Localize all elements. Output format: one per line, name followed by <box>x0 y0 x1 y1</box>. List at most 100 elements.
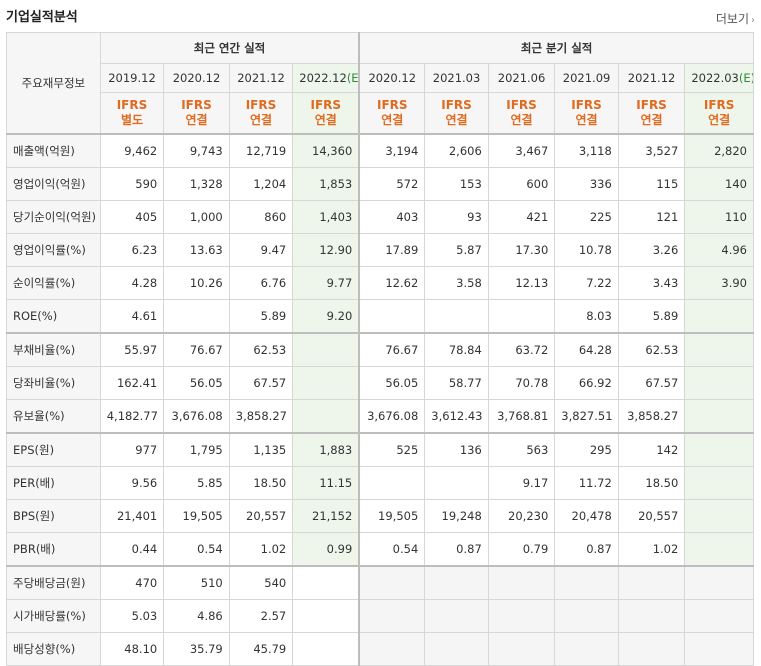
period-header: 2021.12 <box>617 63 686 93</box>
estimate-tag: (E) <box>738 71 754 85</box>
table-cell <box>684 532 754 567</box>
consolidation-type: 연결 <box>575 113 598 127</box>
table-cell: 20,557 <box>228 499 294 533</box>
table-cell: 3,676.08 <box>358 399 426 434</box>
section-header: 기업실적분석 더보기 › <box>0 0 761 32</box>
accounting-method-header: IFRS 연결 <box>554 92 619 135</box>
table-cell: 3.90 <box>684 266 754 300</box>
table-cell: 3,768.81 <box>487 399 556 434</box>
table-cell: 121 <box>617 200 686 234</box>
table-cell: 0.87 <box>554 532 619 567</box>
period-label: 2021.03 <box>432 71 481 85</box>
accounting-method-header: IFRS 별도 <box>99 92 165 135</box>
table-cell <box>424 299 489 334</box>
table-cell: 9,462 <box>99 133 165 168</box>
table-cell <box>292 599 360 633</box>
consolidation-type: 연결 <box>185 113 208 127</box>
row-label: 순이익률(%) <box>6 266 101 300</box>
table-cell: 76.67 <box>163 332 230 367</box>
table-cell: 20,230 <box>487 499 556 533</box>
period-header: 2020.12 <box>163 63 230 93</box>
table-cell: 4.86 <box>163 599 230 633</box>
table-cell: 2,820 <box>684 133 754 168</box>
table-cell <box>163 299 230 334</box>
table-row: 당좌비율(%) 162.41 56.05 67.57 56.05 58.77 70.78 66… <box>6 366 754 400</box>
estimate-tag: (E) <box>346 71 359 85</box>
table-cell: 140 <box>684 167 754 201</box>
accounting-standard: IFRS <box>377 98 408 112</box>
table-cell <box>554 565 619 600</box>
table-cell: 6.76 <box>228 266 294 300</box>
table-cell: 1,795 <box>163 432 230 467</box>
accounting-method-header: IFRS 연결 <box>487 92 556 135</box>
table-cell: 20,478 <box>554 499 619 533</box>
accounting-standard: IFRS <box>310 98 342 112</box>
table-cell: 3,858.27 <box>617 399 686 434</box>
row-label: ROE(%) <box>6 299 101 334</box>
table-cell <box>424 632 489 666</box>
table-cell <box>487 599 556 633</box>
table-cell: 403 <box>358 200 426 234</box>
table-cell: 0.54 <box>163 532 230 567</box>
table-cell: 5.87 <box>424 233 489 267</box>
table-cell: 0.54 <box>358 532 426 567</box>
table-cell: 62.53 <box>617 332 686 367</box>
accounting-standard: IFRS <box>116 98 148 112</box>
table-cell: 0.79 <box>487 532 556 567</box>
table-cell <box>684 299 754 334</box>
period-label: 2020.12 <box>368 71 417 85</box>
more-link[interactable]: 더보기 › <box>716 10 755 27</box>
table-cell <box>617 632 686 666</box>
table-cell: 115 <box>617 167 686 201</box>
table-cell: 1,204 <box>228 167 294 201</box>
table-row: 배당성향(%) 48.10 35.79 45.79 <box>6 632 754 666</box>
table-cell: 3,194 <box>358 133 426 168</box>
accounting-standard: IFRS <box>441 98 472 112</box>
table-cell: 421 <box>487 200 556 234</box>
table-cell: 5.85 <box>163 466 230 500</box>
table-cell: 3,676.08 <box>163 399 230 434</box>
period-header: 2022.12(E) <box>292 63 360 93</box>
table-row: 부채비율(%) 55.97 76.67 62.53 76.67 78.84 63.72 64.… <box>6 332 754 367</box>
table-cell: 10.26 <box>163 266 230 300</box>
table-row: 시가배당률(%) 5.03 4.86 2.57 <box>6 599 754 633</box>
table-cell: 56.05 <box>358 366 426 400</box>
table-cell: 17.89 <box>358 233 426 267</box>
row-label: 부채비율(%) <box>6 332 101 367</box>
table-cell: 8.03 <box>554 299 619 334</box>
accounting-method-header: IFRS 연결 <box>684 92 754 135</box>
consolidation-type: 연결 <box>381 113 404 127</box>
table-cell: 590 <box>99 167 165 201</box>
accounting-method-header: IFRS 연결 <box>228 92 294 135</box>
table-cell: 136 <box>424 432 489 467</box>
table-cell: 48.10 <box>99 632 165 666</box>
row-label: 유보율(%) <box>6 399 101 434</box>
consolidation-type: 연결 <box>708 113 731 127</box>
table-cell <box>292 366 360 400</box>
table-cell: 3.26 <box>617 233 686 267</box>
period-label: 2022.12 <box>299 71 347 85</box>
table-cell: 13.63 <box>163 233 230 267</box>
table-cell: 3,118 <box>554 133 619 168</box>
table-cell <box>684 466 754 500</box>
table-cell: 1,883 <box>292 432 360 467</box>
table-cell: 0.99 <box>292 532 360 567</box>
table-cell <box>684 499 754 533</box>
table-cell: 600 <box>487 167 556 201</box>
table-cell: 11.15 <box>292 466 360 500</box>
consolidation-type: 연결 <box>249 113 273 127</box>
table-cell: 510 <box>163 565 230 600</box>
table-cell: 56.05 <box>163 366 230 400</box>
table-cell <box>424 565 489 600</box>
table-cell: 9.56 <box>99 466 165 500</box>
table-cell: 3.58 <box>424 266 489 300</box>
table-cell: 0.44 <box>99 532 165 567</box>
table-cell <box>292 565 360 600</box>
consolidation-type: 별도 <box>120 113 144 127</box>
consolidation-type: 연결 <box>445 113 468 127</box>
table-cell: 572 <box>358 167 426 201</box>
table-cell: 21,401 <box>99 499 165 533</box>
table-row: 유보율(%) 4,182.77 3,676.08 3,858.27 3,676.08 3,… <box>6 399 754 434</box>
table-cell: 21,152 <box>292 499 360 533</box>
table-cell: 17.30 <box>487 233 556 267</box>
